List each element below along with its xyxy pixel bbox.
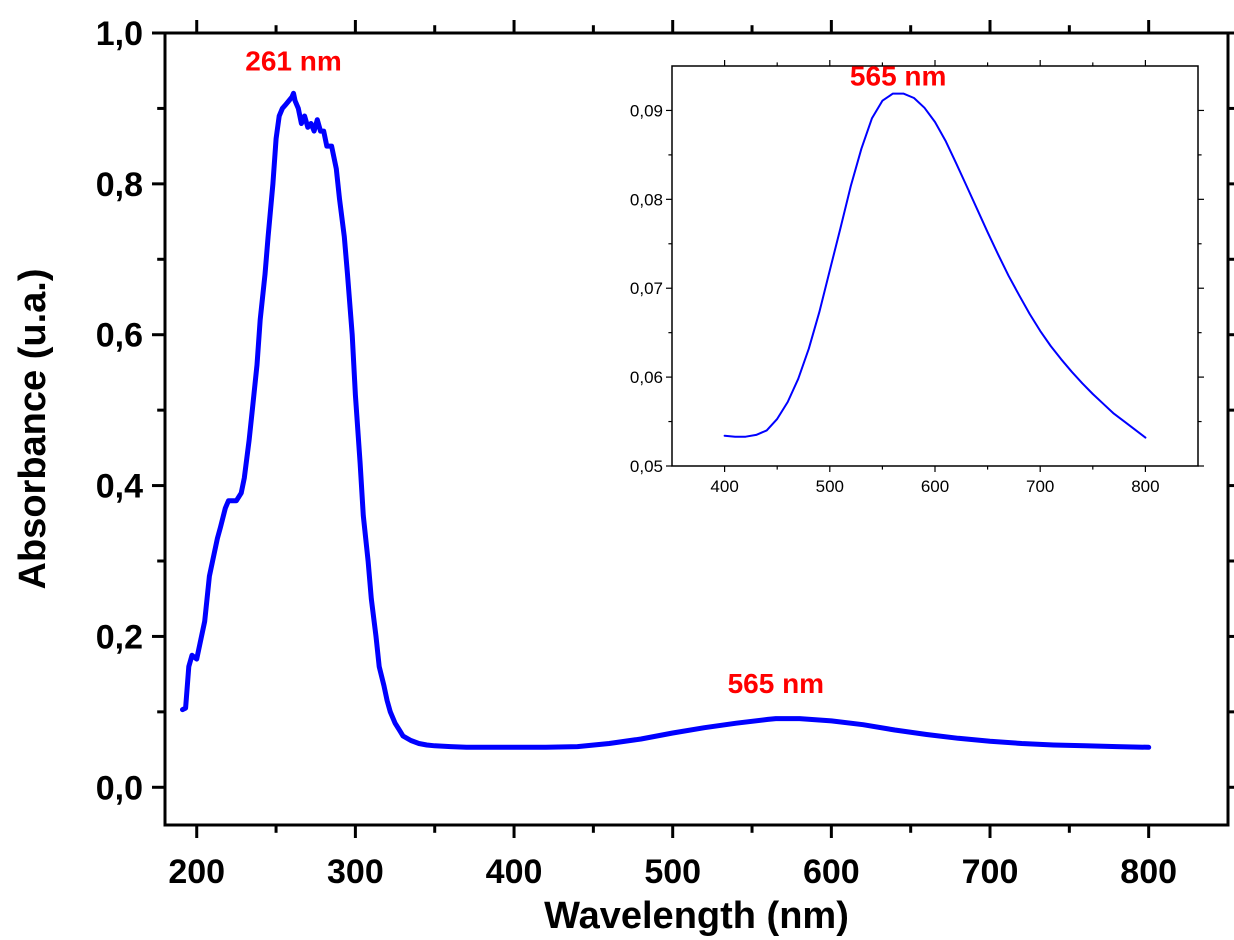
main-peak-annotation: 261 nm — [245, 46, 342, 77]
inset-y-tick-label: 0,07 — [630, 279, 663, 298]
inset-background — [672, 66, 1198, 466]
main-peak-annotation: 565 nm — [728, 668, 825, 699]
inset-x-tick-label: 400 — [710, 477, 738, 496]
inset-series-line — [723, 92, 1147, 439]
main-series-line — [180, 90, 1152, 750]
main-y-tick-label: 0,8 — [96, 166, 143, 204]
main-x-tick-label: 200 — [168, 853, 225, 891]
inset-x-tick-label: 700 — [1026, 477, 1054, 496]
inset-y-tick-label: 0,06 — [630, 368, 663, 387]
main-x-tick-label: 400 — [486, 853, 543, 891]
main-x-tick-label: 500 — [644, 853, 701, 891]
main-x-tick-label: 700 — [962, 853, 1019, 891]
main-y-tick-label: 0,6 — [96, 317, 143, 355]
main-x-tick-label: 600 — [803, 853, 860, 891]
main-y-tick-label: 1,0 — [96, 15, 143, 53]
inset-y-tick-label: 0,08 — [630, 190, 663, 209]
main-x-tick-label: 300 — [327, 853, 384, 891]
main-x-tick-label: 800 — [1120, 853, 1177, 891]
main-y-tick-label: 0,0 — [96, 769, 143, 807]
inset-y-tick-label: 0,09 — [630, 101, 663, 120]
main-y-tick-label: 0,4 — [96, 468, 143, 506]
inset-x-tick-label: 500 — [816, 477, 844, 496]
main-y-tick-label: 0,2 — [96, 618, 143, 656]
inset-y-tick-label: 0,05 — [630, 457, 663, 476]
inset-peak-annotation: 565 nm — [850, 61, 947, 92]
main-x-axis-title: Wavelength (nm) — [544, 895, 849, 937]
inset-x-tick-label: 800 — [1131, 477, 1159, 496]
main-plot-frame — [163, 31, 1230, 827]
main-y-axis-title: Absorbance (u.a.) — [12, 269, 54, 590]
inset-x-tick-label: 600 — [921, 477, 949, 496]
